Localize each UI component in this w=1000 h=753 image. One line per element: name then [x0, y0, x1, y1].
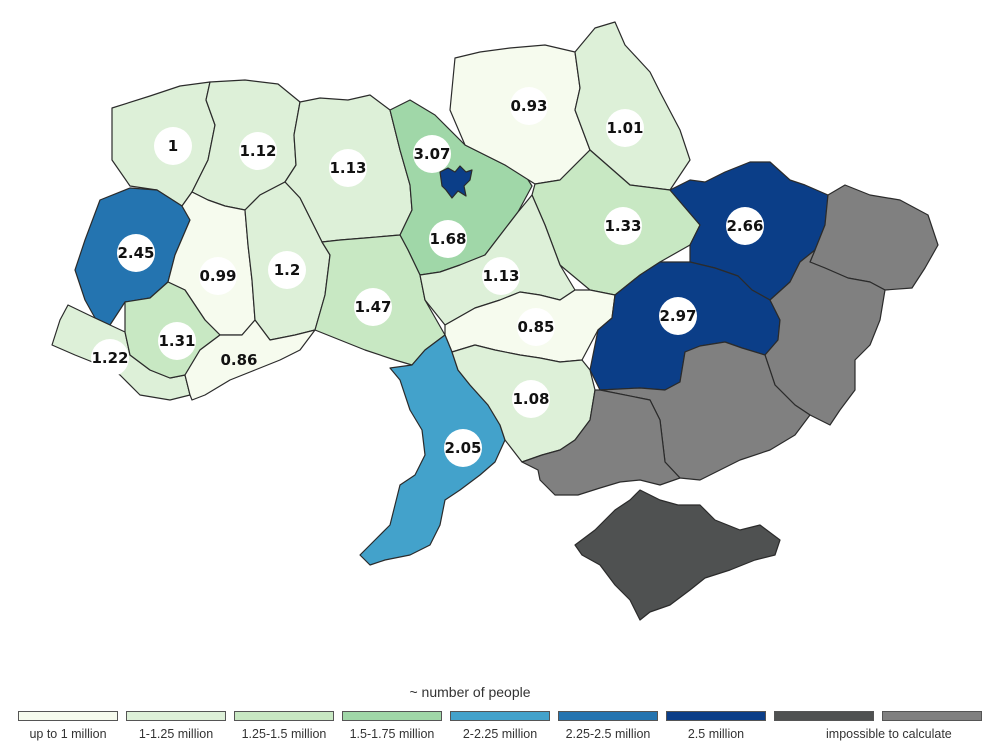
region-value: 1.12 [239, 142, 276, 160]
label-bubble [510, 87, 548, 125]
legend-item: up to 1 million [18, 711, 118, 741]
region-value: 1.22 [91, 349, 128, 367]
label-bubble [158, 322, 196, 360]
region-label-sumy: 1.01 [606, 109, 644, 147]
region-value: 1.13 [329, 159, 366, 177]
region-label-cherkasy: 1.13 [482, 257, 520, 295]
label-bubble [199, 257, 237, 295]
legend-label: 2.25-2.5 million [565, 727, 651, 741]
region-label-ternopil: 0.99 [199, 257, 237, 295]
label-bubble [726, 207, 764, 245]
legend-swatch [234, 711, 334, 721]
region-value: 1.2 [274, 261, 301, 279]
region-value: 2.66 [726, 217, 763, 235]
region-label-zhytomyr: 1.13 [329, 149, 367, 187]
legend-item [882, 711, 982, 721]
label-bubble [659, 297, 697, 335]
legend: up to 1 million 1-1.25 million 1.25-1.5 mi… [18, 711, 990, 751]
label-bubble [413, 135, 451, 173]
legend-label: up to 1 million [29, 727, 107, 741]
region-label-dnipropetrovsk: 2.97 [659, 297, 697, 335]
region-label-ivano-frankivsk: 1.31 [158, 322, 196, 360]
legend-item: 1.25-1.5 million [234, 711, 334, 741]
region-value: 3.07 [413, 145, 450, 163]
legend-swatch [126, 711, 226, 721]
region-value: 2.05 [444, 439, 481, 457]
legend-swatch [18, 711, 118, 721]
label-bubble [91, 339, 129, 377]
region-value: 0.99 [199, 267, 236, 285]
legend-label: impossible to calculate [826, 727, 952, 741]
label-bubble [117, 234, 155, 272]
region-label-chernihiv: 0.93 [510, 87, 548, 125]
region-value: 1 [168, 137, 178, 155]
label-bubble [354, 288, 392, 326]
region-label-odesa: 2.05 [444, 429, 482, 467]
region-value: 1.13 [482, 267, 519, 285]
ukraine-map: 1 1.12 1.13 1.68 3.07 0.93 1.01 1.33 2.66 2.45 0.9… [51, 21, 939, 621]
region-label-kyiv-city: 3.07 [413, 135, 451, 173]
region-value: 0.86 [220, 351, 257, 369]
label-bubble [482, 257, 520, 295]
legend-title: ~ number of people [409, 684, 531, 700]
label-bubble [604, 207, 642, 245]
region-label-zakarpattia: 1.22 [91, 339, 129, 377]
region-value: 1.08 [512, 390, 549, 408]
region-value: 1.31 [158, 332, 195, 350]
label-bubble [268, 251, 306, 289]
legend-item: 2.5 million [666, 711, 766, 741]
region-crimea [574, 489, 781, 621]
label-bubble [517, 308, 555, 346]
region-donetsk [764, 249, 886, 426]
region-label-poltava: 1.33 [604, 207, 642, 245]
region-kyiv-city [439, 165, 473, 199]
legend-label: 2.5 million [687, 727, 745, 741]
legend-swatch [666, 711, 766, 721]
region-label-chernivtsi: 0.86 [220, 351, 257, 369]
legend-swatch [774, 711, 874, 721]
region-label-kirovohrad: 0.85 [517, 308, 555, 346]
region-value: 1.47 [354, 298, 391, 316]
region-label-kharkiv: 2.66 [726, 207, 764, 245]
region-value: 2.97 [659, 307, 696, 325]
legend-swatch [342, 711, 442, 721]
legend-label: 2-2.25 million [462, 727, 538, 741]
region-value: 2.45 [117, 244, 154, 262]
label-bubble [429, 220, 467, 258]
legend-swatch [558, 711, 658, 721]
legend-swatch [882, 711, 982, 721]
legend-label: 1.5-1.75 million [349, 727, 435, 741]
legend-item: 2-2.25 million [450, 711, 550, 741]
region-value: 0.85 [517, 318, 554, 336]
label-bubble [239, 132, 277, 170]
legend-item: 2.25-2.5 million [558, 711, 658, 741]
region-label-rivne: 1.12 [239, 132, 277, 170]
legend-item: 1-1.25 million [126, 711, 226, 741]
region-sumy [574, 21, 691, 191]
label-bubble [329, 149, 367, 187]
region-label-vinnytsia: 1.47 [354, 288, 392, 326]
region-label-mykolaiv: 1.08 [512, 380, 550, 418]
label-bubble [512, 380, 550, 418]
region-value: 0.93 [510, 97, 547, 115]
legend-label: 1.25-1.5 million [241, 727, 327, 741]
region-kherson [521, 389, 681, 496]
legend-item: 1.5-1.75 million [342, 711, 442, 741]
label-bubble [444, 429, 482, 467]
legend-item: impossible to calculate [774, 711, 952, 741]
label-bubble [606, 109, 644, 147]
region-value: 1.01 [606, 119, 643, 137]
region-label-kyiv-oblast: 1.68 [429, 220, 467, 258]
legend-label: 1-1.25 million [138, 727, 214, 741]
label-bubble [154, 127, 192, 165]
region-label-volyn: 1 [154, 127, 192, 165]
region-label-lviv: 2.45 [117, 234, 155, 272]
region-chernivtsi [184, 319, 316, 401]
legend-swatch [450, 711, 550, 721]
region-value: 1.68 [429, 230, 466, 248]
region-value: 1.33 [604, 217, 641, 235]
region-label-khmelnytskyi: 1.2 [268, 251, 306, 289]
